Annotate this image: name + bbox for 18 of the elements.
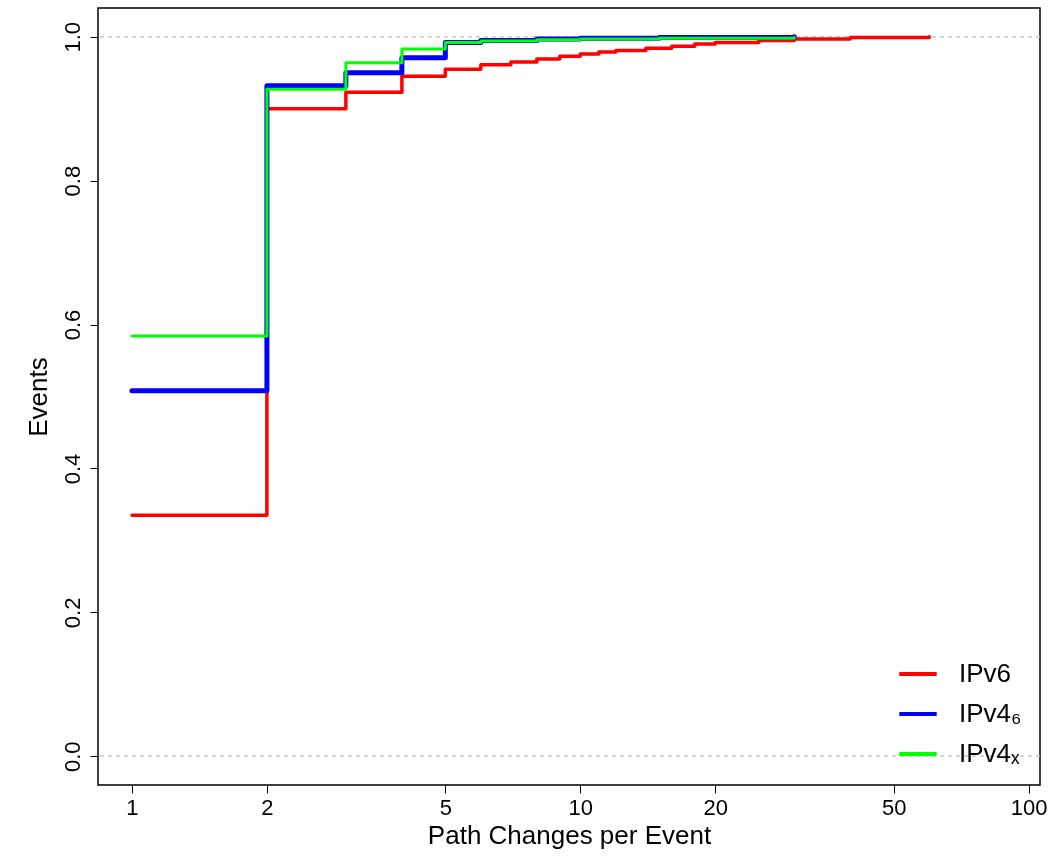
- x-tick-label: 50: [881, 794, 907, 820]
- y-tick-label: 0.6: [59, 309, 85, 341]
- y-axis-title: Events: [22, 357, 53, 437]
- legend-label: IPv6: [959, 658, 1012, 688]
- x-tick-label: 2: [261, 794, 274, 820]
- x-axis-title: Path Changes per Event: [427, 819, 712, 850]
- y-tick-label: 0.8: [59, 165, 85, 197]
- x-tick-label: 100: [1010, 794, 1048, 820]
- x-tick-label: 1: [126, 794, 139, 820]
- x-tick-label: 10: [568, 794, 594, 820]
- y-tick-label: 0.2: [59, 597, 85, 629]
- legend-label: IPv4ₓ: [959, 738, 1021, 768]
- x-tick-label: 5: [439, 794, 452, 820]
- legend-label: IPv4₆: [959, 698, 1022, 728]
- x-tick-label: 20: [703, 794, 729, 820]
- y-tick-label: 0.4: [59, 453, 85, 485]
- y-tick-label: 0.0: [59, 741, 85, 773]
- y-tick-label: 1.0: [59, 21, 85, 53]
